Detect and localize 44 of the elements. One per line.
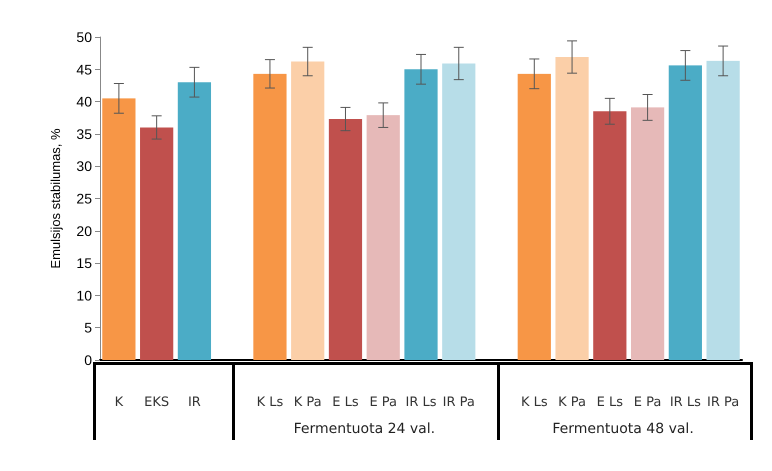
y-tick-label: 20 bbox=[76, 222, 92, 239]
y-tick-label: 5 bbox=[84, 320, 92, 336]
bar bbox=[253, 74, 287, 360]
bar bbox=[102, 98, 136, 360]
x-tick-label: E Pa bbox=[369, 395, 398, 410]
bar bbox=[518, 74, 551, 360]
bar bbox=[404, 69, 438, 360]
x-tick-label: K Ls bbox=[520, 395, 548, 410]
bar bbox=[668, 65, 702, 360]
y-tick-label: 40 bbox=[76, 94, 92, 110]
bar bbox=[328, 119, 362, 360]
bar bbox=[630, 107, 664, 360]
x-tick-label: E Ls bbox=[596, 395, 624, 410]
x-tick-label: K bbox=[114, 395, 124, 410]
y-tick-label: 0 bbox=[84, 352, 92, 368]
y-tick-label: 45 bbox=[76, 61, 92, 78]
x-tick-label: E Pa bbox=[634, 395, 662, 410]
x-tick-label: IR Ls bbox=[405, 395, 437, 410]
y-tick-label: 30 bbox=[76, 158, 92, 174]
y-tick-label: 50 bbox=[76, 29, 92, 45]
x-tick-label: IR Pa bbox=[707, 395, 740, 410]
bar bbox=[366, 115, 400, 360]
y-tick-label: 15 bbox=[76, 255, 92, 272]
bar bbox=[291, 62, 324, 360]
x-tick-label: K Pa bbox=[294, 395, 322, 410]
text: Fermentuota 24 val. bbox=[294, 421, 436, 437]
x-tick-label: IR Ls bbox=[670, 395, 702, 410]
text: Fermentuota 48 val. bbox=[552, 421, 694, 437]
x-tick-label: E Ls bbox=[332, 395, 359, 410]
bar bbox=[178, 82, 212, 360]
bar bbox=[706, 60, 740, 360]
x-tick-label: IR bbox=[188, 395, 201, 410]
y-axis-title: Emulsijos stabilumas, % bbox=[48, 128, 63, 269]
x-tick-label: IR Pa bbox=[442, 395, 475, 410]
bar bbox=[555, 57, 589, 360]
bar bbox=[442, 63, 476, 360]
x-tick-label: K Pa bbox=[558, 395, 586, 410]
bar bbox=[593, 111, 626, 360]
x-tick-label: K Ls bbox=[256, 395, 284, 410]
y-tick-label: 35 bbox=[76, 126, 92, 142]
y-tick-label: 10 bbox=[76, 287, 92, 304]
bar bbox=[140, 127, 174, 360]
x-tick-label: EKS bbox=[144, 395, 170, 410]
y-tick-label: 25 bbox=[76, 190, 92, 206]
